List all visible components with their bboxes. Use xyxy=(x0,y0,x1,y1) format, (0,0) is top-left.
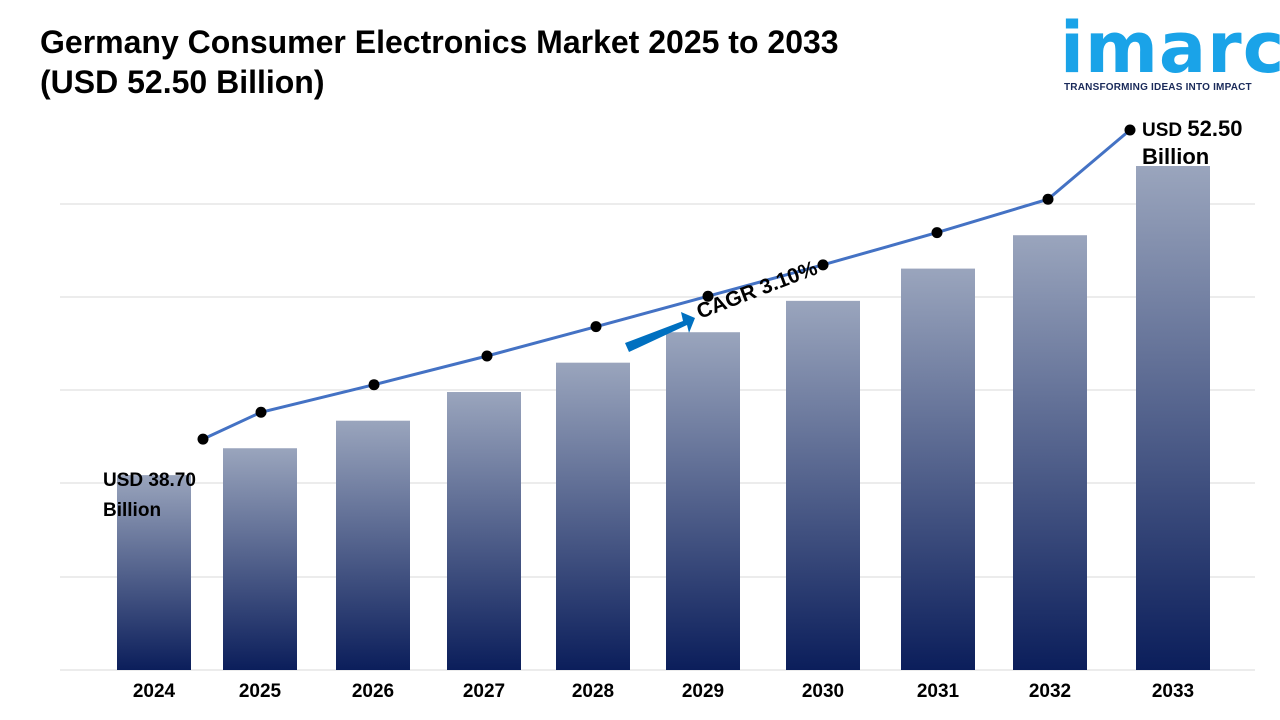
trend-point-2031 xyxy=(931,227,943,239)
bar-2027 xyxy=(447,392,521,670)
trend-point-2029 xyxy=(702,290,714,302)
trend-point-2032 xyxy=(1042,193,1054,205)
bar-2026 xyxy=(336,420,410,670)
x-axis-labels: 2024 2025 2026 2027 2028 2029 2030 2031 2032 2033 xyxy=(133,681,1194,702)
bar-2028 xyxy=(556,362,630,670)
x-tick-label-2025: 2025 xyxy=(239,681,282,702)
trend-point-2027 xyxy=(481,350,493,362)
start-value-label: USD 38.70 xyxy=(103,470,196,491)
bar-2031 xyxy=(901,268,975,670)
x-tick-label-2032: 2032 xyxy=(1029,681,1071,702)
imarc-logo: imarc TRANSFORMING IDEAS INTO IMPACT xyxy=(1060,8,1280,98)
title-line-2: (USD 52.50 Billion) xyxy=(40,64,325,100)
x-tick-label-2033: 2033 xyxy=(1152,681,1194,702)
end-value-label: USD 52.50 xyxy=(1142,116,1242,141)
trend-point-2033 xyxy=(1124,124,1136,136)
cagr-arrow-icon xyxy=(625,312,695,352)
end-unit-label: Billion xyxy=(1142,144,1209,169)
logo-tagline: TRANSFORMING IDEAS INTO IMPACT xyxy=(1064,82,1252,93)
x-tick-label-2030: 2030 xyxy=(802,681,844,702)
trend-point-2028 xyxy=(590,321,602,333)
x-tick-label-2028: 2028 xyxy=(572,681,614,702)
x-tick-label-2031: 2031 xyxy=(917,681,960,702)
bar-2033 xyxy=(1136,166,1210,670)
x-tick-label-2029: 2029 xyxy=(682,681,724,702)
bar-2030 xyxy=(786,300,860,670)
x-tick-label-2026: 2026 xyxy=(352,681,394,702)
title-line-1: Germany Consumer Electronics Market 2025… xyxy=(40,24,839,60)
logo-wordmark: imarc xyxy=(1060,7,1280,89)
trend-polyline xyxy=(202,128,1131,441)
bars xyxy=(117,166,1210,670)
trend-point-2026 xyxy=(368,379,380,391)
x-tick-label-2024: 2024 xyxy=(133,681,176,702)
trend-point-2024 xyxy=(197,433,209,445)
trend-point-2025 xyxy=(255,406,267,418)
bar-2024 xyxy=(117,475,191,670)
bar-2025 xyxy=(223,448,297,670)
trend-point-2030 xyxy=(817,259,829,271)
bar-2032 xyxy=(1013,235,1087,670)
start-unit-label: Billion xyxy=(103,500,161,521)
trend-line xyxy=(197,124,1136,445)
bar-2029 xyxy=(666,332,740,670)
x-tick-label-2027: 2027 xyxy=(463,681,505,702)
chart-title: Germany Consumer Electronics Market 2025… xyxy=(40,22,839,102)
